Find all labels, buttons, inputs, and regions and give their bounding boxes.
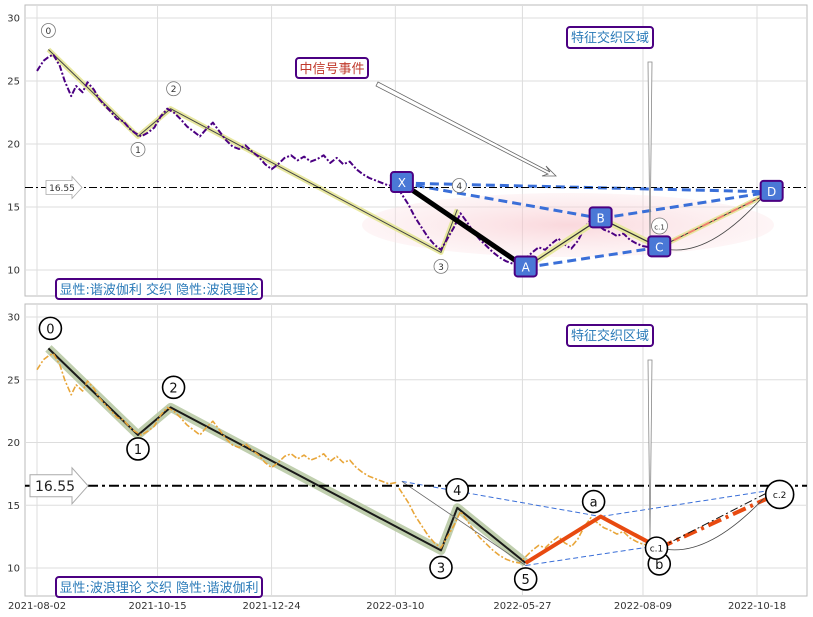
wave-point-marker [651,217,668,235]
zone-label: 特征交织区域 [571,30,649,46]
wave-point-marker [433,258,449,274]
wave-point-label: 4 [453,484,461,499]
price-line [36,352,657,564]
wave-point-label: 0 [46,27,52,37]
wave-point-marker [513,567,538,591]
event-arrow [375,81,557,177]
wave-line [47,347,527,564]
wave-line [48,49,458,253]
wave-point-label: 1 [135,146,141,156]
y-tick-label: 30 [7,313,20,324]
reference-arrow [29,466,89,506]
y-tick-label: 30 [7,14,20,25]
harmonic-ratio-line [525,245,660,269]
wave-point-label: 3 [437,561,445,576]
wave-point-label: 3 [438,263,444,273]
y-tick-label: 25 [7,77,20,88]
x-tick-label: 2021-12-24 [243,601,301,612]
projection-line [659,490,772,549]
zone-label-box [566,324,654,347]
y-tick-label: 20 [7,438,20,449]
y-tick-label: 10 [7,564,20,575]
wave-point-label: 0 [46,322,54,337]
wave-point-marker [445,477,470,502]
y-tick-label: 10 [7,266,20,277]
event-label: 中信号事件 [299,62,364,77]
wave-point-label: 4 [456,182,462,192]
panel-caption: 显性:谐波伽利 交织 隐性:波浪理论 [59,282,258,298]
reference-label: 16.55 [49,184,75,194]
hidden-harmonic-line [401,481,526,566]
correction-point-label: b [655,558,663,573]
harmonic-point-label: D [767,185,776,199]
zone-label-box [566,26,654,49]
x-tick-label: 2022-08-09 [614,601,672,612]
x-tick-label: 2022-05-27 [493,601,551,612]
wave-point-label: 1 [134,443,142,458]
wave-point-label: 2 [171,85,177,95]
harmonic-point-box [647,235,672,258]
wave-point-marker [451,178,467,193]
plot-frame [24,303,808,597]
projection-line [658,190,773,249]
event-label-box [295,57,369,79]
wave-point-marker [166,81,181,97]
harmonic-point-box [759,179,784,202]
x-tick-label: 2022-10-18 [728,601,786,612]
reference-label: 16.55 [35,479,75,495]
harmonic-point-label: X [398,176,406,190]
correction-point-label: a [590,496,598,511]
correction-line [524,514,661,565]
caption-box [55,278,263,300]
zone-pointer [647,359,653,543]
zone-pointer [647,61,653,245]
x-tick-label: 2021-10-15 [128,601,186,612]
hidden-harmonic-line [600,489,772,518]
projection-arc [659,498,764,551]
wave-point-marker [41,23,56,38]
y-tick-label: 25 [7,375,20,386]
x-tick-label: 2022-03-10 [366,601,424,612]
harmonic-point-label: B [597,211,605,225]
panel-1: 10 15 20 25 30 16.55 0 1 2 3 4 c.1 X A B C D 中信号事件 特征交织区域显… [7,4,808,300]
harmonic-point-box [389,171,414,194]
correction-point-label: c.1 [650,545,664,555]
y-tick-label: 15 [7,203,20,214]
reference-arrow [45,175,83,200]
correction-projection [658,494,773,550]
zone-label: 特征交织区域 [571,328,649,344]
y-tick-label: 20 [7,140,20,151]
caption-box [55,576,263,598]
wave-point-marker [38,316,63,341]
harmonic-point-label: A [522,260,531,274]
wave-point-marker [161,375,186,400]
harmonic-point-box [513,255,538,278]
correction-point-marker [764,479,795,510]
panel-caption: 显性:波浪理论 交织 隐性:谐波伽利 [59,580,258,596]
correction-point-marker [644,536,669,560]
wave-point-label: 5 [522,573,530,588]
wave-point-marker [429,555,453,580]
price-line [36,53,657,266]
harmonic-ratio-line [600,190,772,220]
hidden-harmonic-line [525,544,660,566]
y-tick-label: 15 [7,501,20,512]
harmonic-point-box [588,206,613,229]
wave-point-label: c.1 [654,224,665,232]
wave-point-label: 2 [169,381,177,396]
panel-2: 2021-08-02 2021-10-15 2021-12-24 2022-03-10… [7,303,808,612]
harmonic-point-label: C [655,240,663,254]
wave-point-marker [130,142,146,157]
wave-point-marker [126,437,150,461]
harmonic-ratio-line [401,181,601,220]
x-tick-label: 2021-08-02 [8,601,66,612]
hidden-harmonic-line [401,480,601,518]
correction-point-marker [581,489,606,514]
correction-point-label: c.2 [773,491,787,501]
harmonic-leg-xa [400,180,528,270]
